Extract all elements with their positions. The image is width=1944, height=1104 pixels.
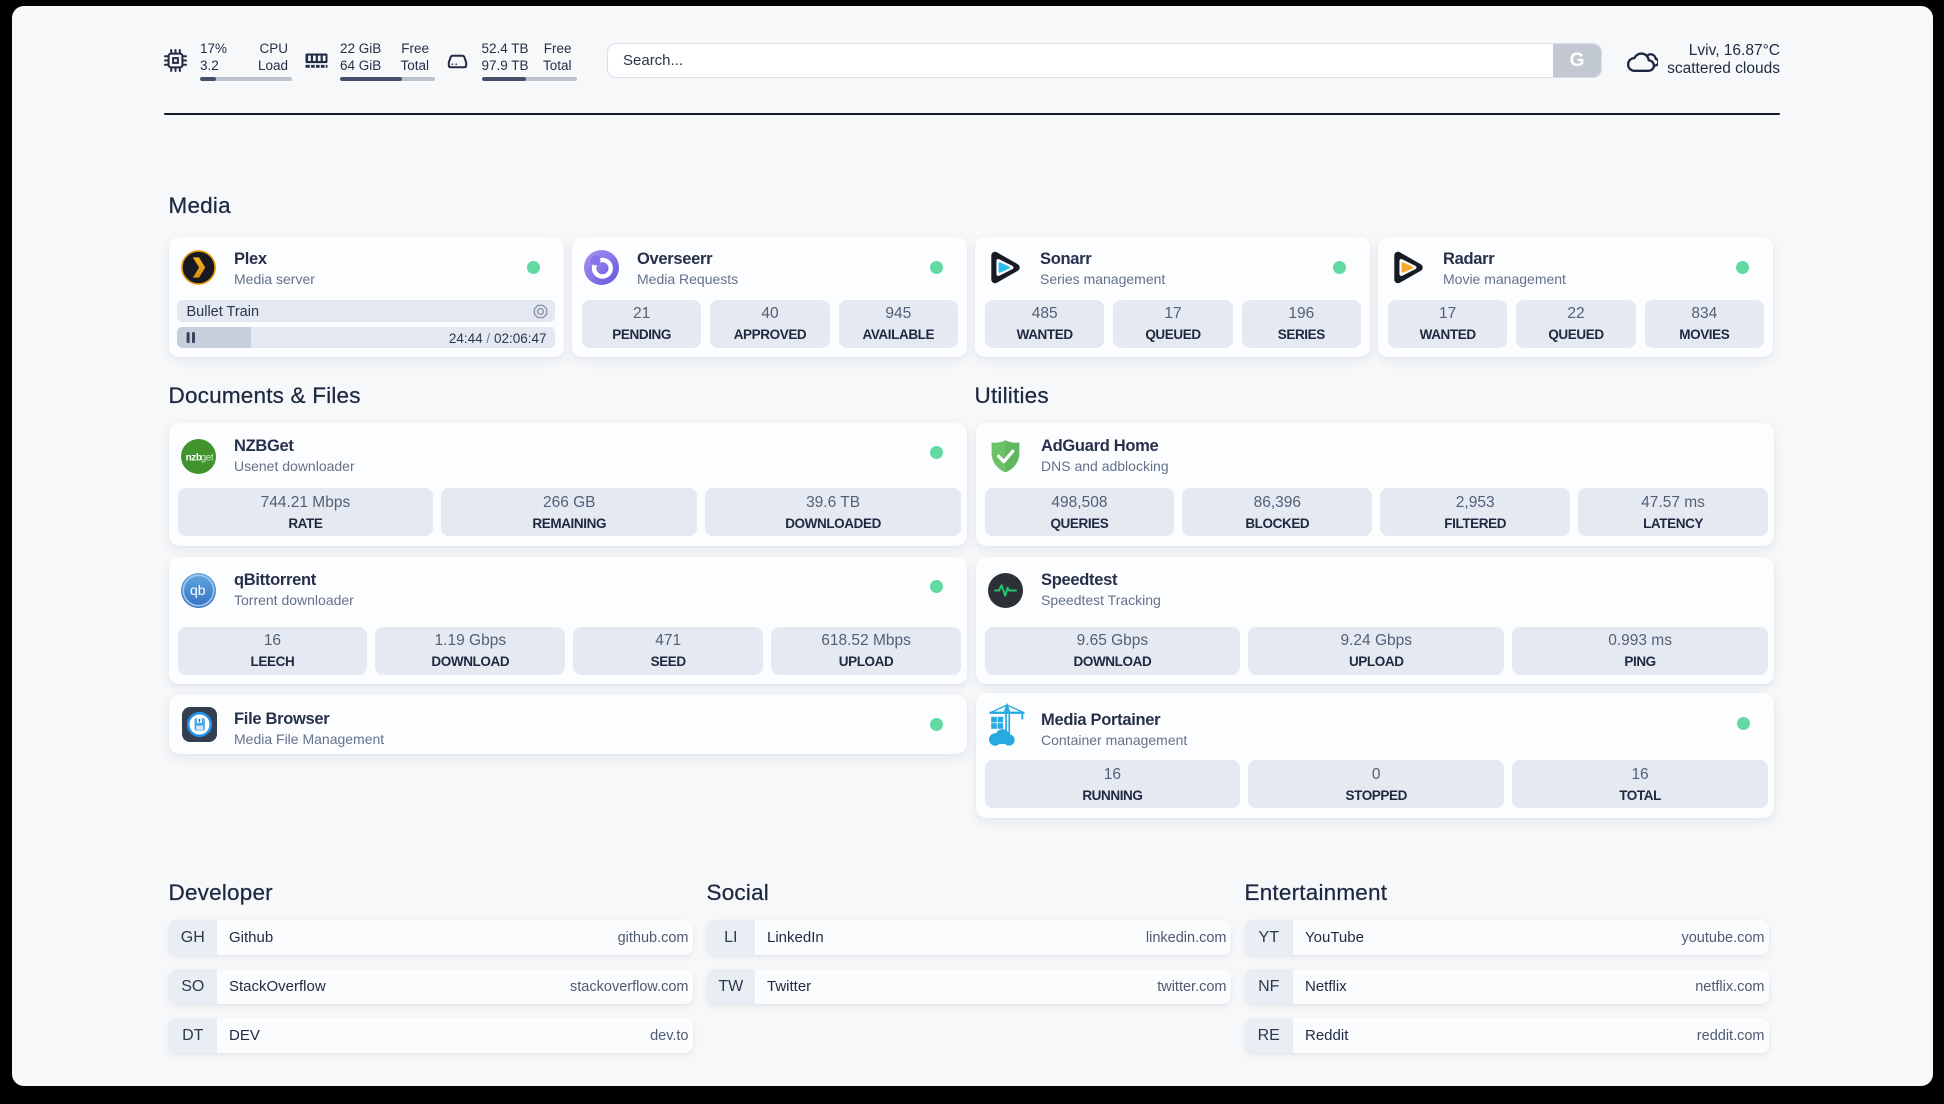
svg-text:get: get	[201, 452, 214, 463]
svg-text:nzb: nzb	[186, 452, 202, 463]
svg-text:qb: qb	[190, 582, 206, 598]
